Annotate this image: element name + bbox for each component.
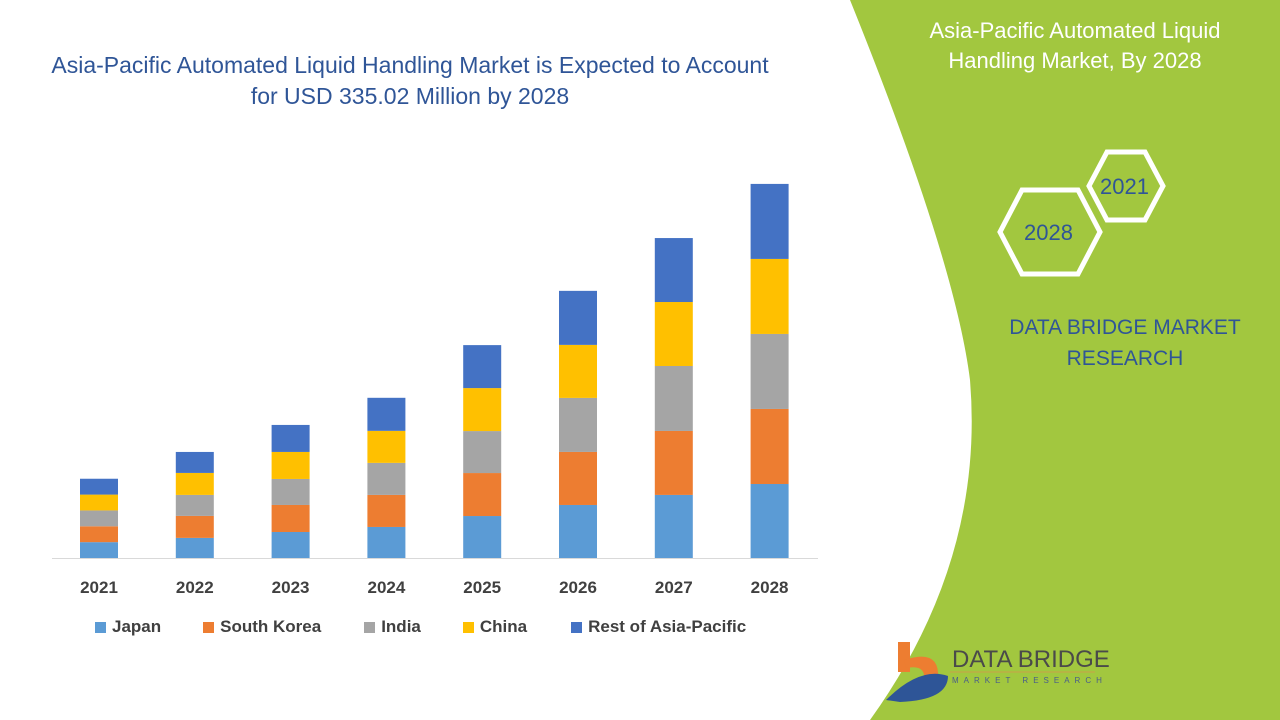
bar-segment-2024-india — [367, 462, 406, 495]
bar-segment-2022-india — [175, 494, 214, 516]
legend-label: India — [381, 617, 421, 636]
legend-label: Japan — [112, 617, 162, 636]
x-tick-label: 2023 — [272, 578, 310, 597]
bar-segment-2023-china — [271, 451, 310, 479]
x-tick-label: 2024 — [367, 578, 405, 597]
bar-segment-2022-rest-of-asia-pacific — [175, 451, 214, 473]
logo-icon — [886, 642, 1095, 702]
bar-segment-2023-rest-of-asia-pacific — [271, 424, 310, 452]
bar-segment-2023-south-korea — [271, 504, 310, 532]
hexagon-2028 — [997, 187, 1103, 277]
bar-segment-2021-rest-of-asia-pacific — [80, 478, 118, 495]
bar-segment-2028-japan — [750, 483, 789, 558]
bar-segment-2028-south-korea — [750, 408, 789, 484]
bar-segment-2026-india — [559, 397, 597, 452]
x-tick-label: 2022 — [176, 578, 214, 597]
hexagon-2021 — [1086, 149, 1166, 223]
bar-segment-2021-india — [80, 510, 118, 527]
bar-segment-2022-japan — [175, 537, 214, 558]
chart-title: Asia-Pacific Automated Liquid Handling M… — [51, 52, 769, 109]
x-tick-label: 2026 — [559, 578, 597, 597]
legend-item: South Korea — [203, 617, 321, 637]
legend-swatch — [95, 621, 106, 633]
bar-segment-2027-rest-of-asia-pacific — [654, 238, 693, 303]
bar-segment-2025-china — [463, 388, 502, 432]
bar-segment-2028-china — [750, 258, 789, 334]
legend-item: China — [462, 617, 528, 637]
bar-segment-2024-rest-of-asia-pacific — [367, 397, 406, 431]
bar-segment-2024-china — [367, 430, 406, 463]
hex-year-2021: 2021 — [1100, 174, 1149, 199]
bar-segment-2028-rest-of-asia-pacific — [750, 183, 789, 259]
legend-label: China — [479, 617, 528, 636]
bar-segment-2027-japan — [654, 494, 693, 558]
bar-segment-2026-south-korea — [559, 451, 597, 505]
legend-swatch — [203, 621, 215, 633]
bar-segment-2025-japan — [463, 516, 502, 558]
x-tick-label: 2027 — [655, 578, 693, 597]
x-tick-label: 2021 — [80, 578, 118, 597]
bar-segment-2023-japan — [271, 531, 310, 558]
bar-segment-2021-japan — [80, 542, 118, 558]
legend-item: Rest of Asia-Pacific — [571, 617, 746, 637]
side-panel-title: Asia-Pacific Automated Liquid Handling M… — [929, 18, 1221, 73]
bar-segment-2025-south-korea — [463, 473, 502, 517]
bar-segment-2021-south-korea — [80, 526, 118, 543]
bar-segment-2026-japan — [559, 504, 597, 558]
bar-segment-2025-india — [463, 431, 502, 474]
x-tick-label: 2028 — [751, 578, 789, 597]
legend-item: Japan — [95, 617, 161, 637]
bar-segment-2022-china — [175, 472, 214, 495]
bar-segment-2022-south-korea — [175, 515, 214, 538]
bar-segment-2026-rest-of-asia-pacific — [559, 290, 597, 345]
legend-swatch — [462, 621, 474, 633]
legend-swatch — [571, 621, 583, 633]
x-tick-label: 2025 — [463, 578, 501, 597]
logo-subtext: MARKET RESEARCH — [952, 676, 1107, 685]
bar-segment-2028-india — [750, 333, 789, 409]
chart-legend: Japan South Korea India China Rest of Asia-P… — [95, 617, 746, 637]
bar-segment-2024-south-korea — [367, 494, 406, 527]
hex-year-2028: 2028 — [1024, 220, 1073, 245]
green-side-panel — [850, 0, 1280, 720]
bar-segment-2023-india — [271, 478, 310, 505]
legend-label: South Korea — [220, 617, 322, 636]
bar-segment-2024-japan — [367, 526, 406, 558]
bar-segment-2027-south-korea — [654, 430, 693, 495]
legend-label: Rest of Asia-Pacific — [588, 617, 747, 636]
bar-segment-2027-china — [654, 302, 693, 366]
bar-segment-2026-china — [559, 344, 597, 398]
legend-swatch — [364, 621, 376, 633]
bar-segment-2021-china — [80, 494, 118, 511]
brand-name: DATA BRIDGE MARKET RESEARCH — [1009, 316, 1241, 370]
legend-item: India — [364, 617, 421, 637]
bar-segment-2027-india — [654, 365, 693, 431]
bar-segment-2025-rest-of-asia-pacific — [463, 345, 502, 389]
logo-text: DATA BRIDGE — [952, 646, 1110, 673]
